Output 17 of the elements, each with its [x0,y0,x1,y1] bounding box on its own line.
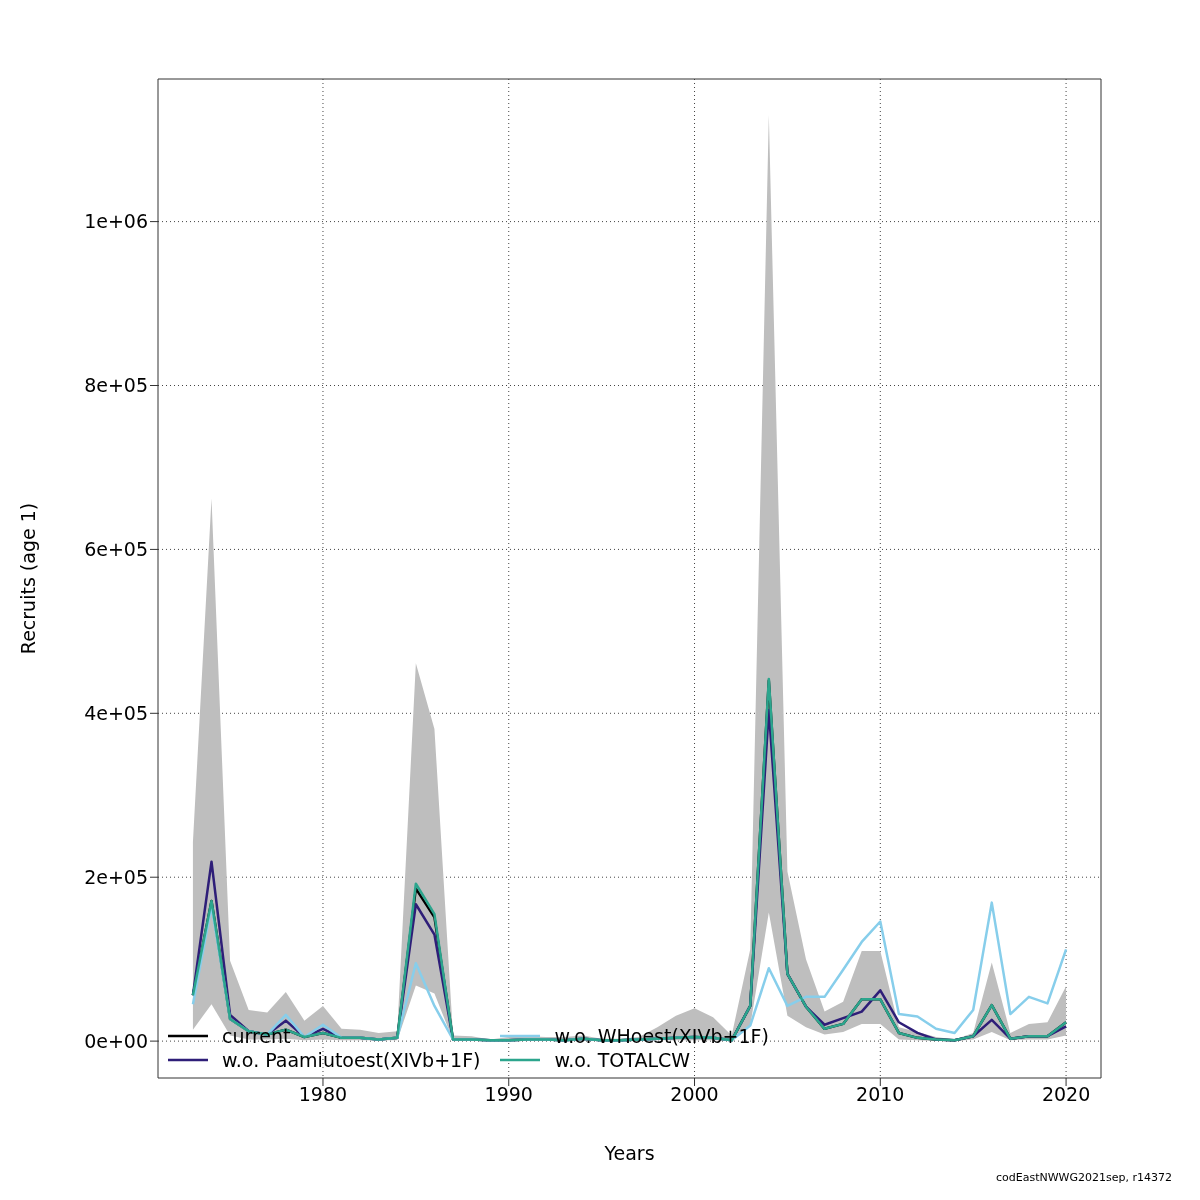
legend-label: w.o. TOTALCW [554,1048,691,1072]
x-tick-label: 2000 [670,1083,719,1106]
legend-label: current [222,1024,291,1048]
x-tick-label: 2020 [1041,1083,1091,1106]
y-axis-title: Recruits (age 1) [16,502,39,655]
x-tick-label: 2010 [856,1083,905,1106]
x-tick-label: 1990 [484,1083,533,1106]
text: codEastNWWG2021sep, r14372 [996,1171,1172,1184]
y-tick-label: 0e+00 [84,1029,148,1052]
y-tick-label: 8e+05 [84,374,148,397]
y-tick-label: 1e+06 [84,210,148,233]
legend-label: w.o. Paamiutoest(XIVb+1F) [222,1048,481,1072]
y-tick-label: 6e+05 [84,538,148,561]
y-tick-label: 2e+05 [84,865,148,888]
x-tick-label: 1980 [298,1083,348,1106]
y-tick-label: 4e+05 [84,702,148,725]
x-axis-title: Years [603,1142,655,1164]
